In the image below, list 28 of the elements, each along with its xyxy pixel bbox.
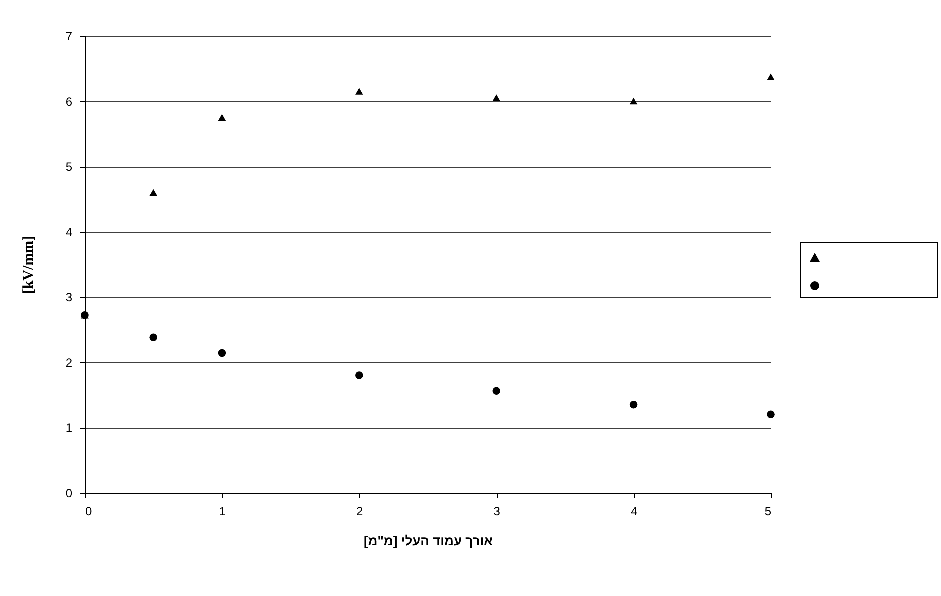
point (492, 387, 500, 396)
point (767, 410, 775, 419)
point (150, 334, 158, 342)
point (492, 94, 500, 102)
point (218, 114, 226, 121)
x-tick-label: 3 (494, 504, 501, 518)
y-tick-label: 1 (66, 421, 73, 436)
x-tick-label: 0 (86, 504, 92, 518)
point (630, 98, 638, 105)
y-tick-label: 0 (66, 486, 73, 500)
y-tick-label: 4 (66, 225, 73, 240)
y-tick-label: 7 (66, 30, 73, 44)
point (150, 189, 158, 196)
point (356, 88, 364, 95)
point (767, 74, 775, 80)
point (218, 349, 226, 358)
x-tick-label: 5 (764, 504, 772, 518)
point (356, 372, 364, 380)
x-tick-label: 2 (356, 504, 364, 518)
y-tick-label: 6 (66, 94, 73, 109)
y-tick-label: 5 (66, 160, 73, 174)
x-axis-title: אורך עמוד העלי [מ"מ] (364, 534, 494, 548)
y-tick-label: 3 (66, 290, 73, 305)
x-tick-label: 1 (219, 504, 226, 518)
y-axis-title: [kV/mm] (20, 236, 37, 294)
x-tick-label: 4 (630, 504, 638, 518)
y-tick-label: 2 (66, 356, 73, 370)
point (630, 401, 638, 409)
